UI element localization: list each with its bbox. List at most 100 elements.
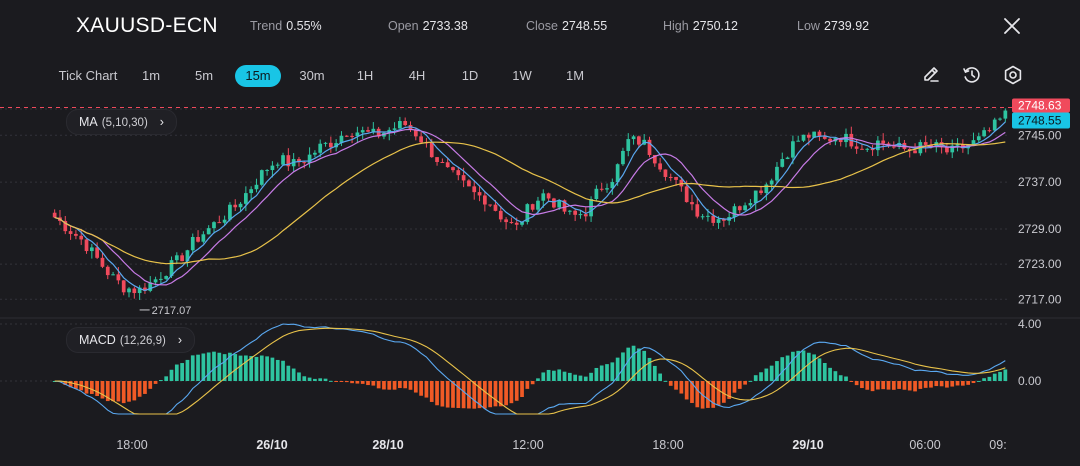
- macd-bar: [764, 368, 769, 381]
- history-clock-icon[interactable]: [961, 64, 983, 86]
- macd-bar: [982, 378, 986, 381]
- candle-body: [700, 216, 705, 218]
- macd-bar: [652, 365, 657, 381]
- macd-bar: [159, 380, 163, 382]
- tab-tick-chart[interactable]: Tick Chart: [58, 68, 118, 83]
- candle-body: [546, 193, 551, 199]
- candle-body: [663, 169, 668, 177]
- candle-body: [153, 279, 158, 283]
- macd-bar: [307, 377, 312, 381]
- candle-body: [482, 195, 487, 205]
- draw-pen-icon[interactable]: [920, 64, 942, 86]
- time-axis-label: 26/10: [256, 438, 287, 452]
- candle-body: [860, 148, 864, 150]
- macd-bar: [132, 381, 137, 401]
- tab-1m[interactable]: 1m: [141, 68, 161, 83]
- candle-body: [881, 140, 886, 144]
- chart-area[interactable]: 2745.00 2737.00 2729.00 2723.00 2717.00 2748.…: [0, 96, 1080, 466]
- macd-bar: [684, 381, 689, 400]
- macd-bar: [355, 381, 360, 384]
- ma30-line: [54, 141, 1006, 265]
- candle-body: [589, 199, 593, 217]
- candle-body: [658, 163, 662, 170]
- macd-bar: [472, 381, 477, 409]
- macd-bar: [403, 381, 408, 389]
- candle-body: [307, 154, 312, 163]
- tab-30m[interactable]: 30m: [299, 68, 325, 83]
- macd-bar: [817, 358, 822, 381]
- macd-tick-label: 0.00: [1018, 374, 1042, 388]
- macd-bar: [265, 356, 269, 381]
- macd-bar: [488, 381, 493, 408]
- candle-body: [360, 130, 365, 133]
- candle-body: [323, 142, 328, 144]
- tab-1h[interactable]: 1H: [356, 68, 374, 83]
- candle-body: [371, 128, 376, 132]
- macd-bar: [637, 348, 641, 381]
- candle-body: [854, 146, 859, 149]
- macd-bar: [100, 381, 105, 399]
- ma-indicator-label[interactable]: MA (5,10,30) ›: [66, 109, 177, 135]
- time-axis-label: 09:: [989, 438, 1006, 452]
- settings-icon[interactable]: [1002, 64, 1024, 86]
- macd-bar: [429, 381, 434, 402]
- tab-5m[interactable]: 5m: [194, 68, 214, 83]
- macd-bar: [785, 355, 790, 381]
- candle-body: [504, 219, 508, 223]
- stat-low: Low 2739.92: [797, 19, 870, 33]
- price-chart[interactable]: 2745.00 2737.00 2729.00 2723.00 2717.00 2748.…: [0, 96, 1080, 466]
- macd-bar: [148, 381, 153, 389]
- candle-body: [259, 170, 264, 185]
- candle-body: [228, 204, 232, 220]
- macd-bar: [360, 381, 365, 384]
- macd-bar: [190, 355, 195, 381]
- macd-bar: [424, 381, 429, 398]
- macd-bar: [658, 373, 662, 381]
- candle-body: [429, 142, 434, 158]
- macd-bar: [796, 350, 801, 381]
- candle-body: [398, 121, 402, 129]
- candle-body: [127, 288, 131, 293]
- candle-body: [105, 266, 110, 276]
- macd-bar: [679, 381, 684, 394]
- candle-body: [897, 142, 901, 147]
- macd-bar: [557, 369, 562, 381]
- candle-body: [711, 215, 716, 223]
- candle-body: [196, 237, 200, 242]
- macd-bar: [297, 372, 301, 381]
- macd-bar: [976, 380, 981, 382]
- candle-body: [403, 121, 408, 126]
- candle-body: [695, 204, 700, 217]
- macd-bar: [737, 381, 742, 389]
- macd-indicator-label[interactable]: MACD (12,26,9) ›: [66, 327, 196, 353]
- candle-body: [222, 219, 227, 223]
- macd-bar: [520, 381, 524, 397]
- macd-bar: [233, 354, 238, 381]
- candle-body: [732, 206, 737, 218]
- macd-bar: [371, 381, 376, 386]
- macd-bar: [546, 369, 551, 381]
- tab-15m[interactable]: 15m: [235, 65, 281, 87]
- tab-1w[interactable]: 1W: [512, 68, 532, 83]
- ma5-line: [54, 121, 1006, 292]
- macd-bar: [68, 381, 73, 388]
- macd-bar: [801, 350, 806, 381]
- macd-bar: [631, 345, 636, 381]
- macd-bar: [127, 381, 131, 402]
- candle-body: [281, 155, 285, 165]
- macd-bar: [966, 381, 971, 385]
- candle-body: [992, 119, 997, 131]
- candle-body: [674, 176, 678, 180]
- candle-body: [552, 198, 556, 208]
- tab-1mo[interactable]: 1M: [565, 68, 585, 83]
- macd-bar: [759, 372, 763, 381]
- tab-4h[interactable]: 4H: [408, 68, 426, 83]
- close-icon[interactable]: [1002, 16, 1022, 36]
- macd-bar: [111, 381, 115, 402]
- candle-body: [74, 233, 78, 236]
- macd-bar: [238, 355, 243, 381]
- candle-body: [334, 143, 339, 148]
- tab-1d[interactable]: 1D: [461, 68, 479, 83]
- macd-bar: [243, 355, 248, 381]
- candle-body: [690, 202, 694, 205]
